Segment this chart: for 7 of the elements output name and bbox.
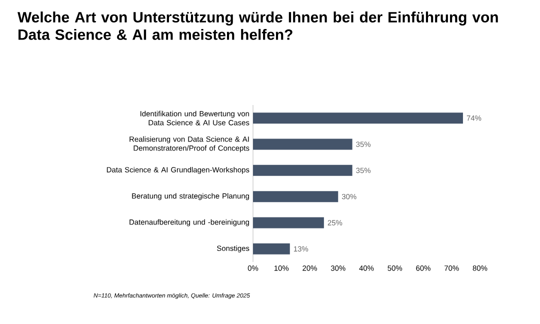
bar	[253, 217, 324, 228]
bar	[253, 243, 290, 254]
bar	[253, 112, 463, 124]
chart-title: Welche Art von Unterstützung würde Ihnen bei der Einführung von Data Science & AI am meisten helfen?	[18, 12, 498, 40]
bar	[253, 164, 352, 176]
bar	[253, 138, 352, 150]
bar	[253, 191, 338, 202]
